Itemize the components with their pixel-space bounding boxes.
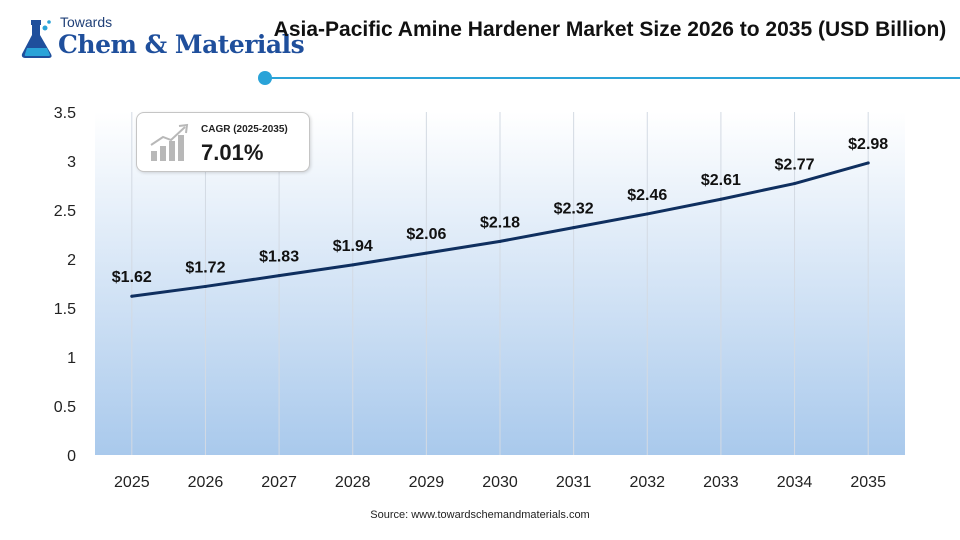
- data-point: [719, 197, 723, 201]
- data-point: [203, 284, 207, 288]
- cagr-value: 7.01%: [201, 140, 264, 165]
- brand-line1: Towards: [60, 14, 113, 30]
- data-label: $2.98: [848, 136, 888, 153]
- data-label: $2.06: [406, 226, 446, 243]
- x-tick-label: 2033: [703, 474, 739, 491]
- x-tick-label: 2029: [409, 474, 445, 491]
- growth-chart-icon: [150, 123, 189, 161]
- x-tick-label: 2028: [335, 474, 371, 491]
- data-label: $1.83: [259, 249, 299, 266]
- y-tick-label: 1.5: [54, 301, 76, 318]
- data-label: $1.94: [333, 238, 373, 255]
- y-tick-label: 3.5: [54, 105, 76, 122]
- data-label: $2.46: [627, 187, 667, 204]
- data-point: [793, 182, 797, 186]
- title-divider-dot: [258, 71, 272, 85]
- data-point: [351, 263, 355, 267]
- x-tick-label: 2032: [629, 474, 665, 491]
- data-point: [130, 294, 134, 298]
- flask-logo-icon: [21, 20, 52, 58]
- source-note: Source: www.towardschemandmaterials.com: [370, 509, 590, 521]
- y-tick-label: 0.5: [54, 399, 76, 416]
- x-tick-label: 2030: [482, 474, 518, 491]
- x-tick-label: 2027: [261, 474, 297, 491]
- x-tick-label: 2025: [114, 474, 150, 491]
- data-point: [866, 161, 870, 165]
- data-label: $1.72: [185, 259, 225, 276]
- y-tick-label: 0: [67, 448, 76, 465]
- y-tick-label: 1: [67, 350, 76, 367]
- y-tick-label: 3: [67, 154, 76, 171]
- chart-title: Asia-Pacific Amine Hardener Market Size …: [273, 18, 947, 41]
- data-label: $2.18: [480, 214, 520, 231]
- data-label: $2.32: [554, 201, 594, 218]
- y-tick-label: 2: [67, 252, 76, 269]
- data-label: $2.61: [701, 172, 741, 189]
- x-tick-label: 2026: [188, 474, 224, 491]
- data-point: [277, 274, 281, 278]
- data-point: [572, 226, 576, 230]
- x-tick-label: 2035: [850, 474, 886, 491]
- cagr-label: CAGR (2025-2035): [201, 124, 288, 135]
- cagr-badge: CAGR (2025-2035) 7.01%: [136, 112, 310, 172]
- data-point: [498, 239, 502, 243]
- data-point: [645, 212, 649, 216]
- title-divider: [268, 77, 960, 79]
- x-tick-label: 2034: [777, 474, 813, 491]
- data-label: $1.62: [112, 269, 152, 286]
- x-tick-label: 2031: [556, 474, 592, 491]
- data-label: $2.77: [775, 157, 815, 174]
- y-tick-label: 2.5: [54, 203, 76, 220]
- brand-logo: Towards Chem & Materials: [14, 8, 305, 68]
- data-point: [424, 251, 428, 255]
- brand-name: Chem & Materials: [58, 30, 305, 59]
